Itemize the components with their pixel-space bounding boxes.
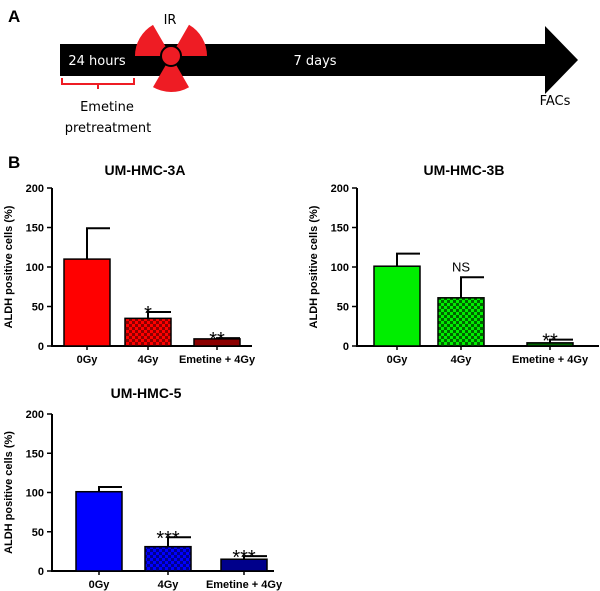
panel-a-letter: A [8, 7, 20, 26]
y-tick-label: 0 [38, 566, 44, 578]
y-tick-label: 150 [331, 223, 349, 235]
y-tick-label: 100 [26, 488, 44, 500]
y-tick-label: 200 [26, 183, 44, 195]
y-tick-label: 150 [26, 223, 44, 235]
y-tick-label: 50 [337, 302, 349, 314]
bar-0gy [75, 490, 123, 572]
y-tick-label: 50 [32, 527, 44, 539]
y-tick-label: 150 [26, 448, 44, 460]
facs-label: FACs [540, 94, 571, 109]
significance-emetine-4gy: *** [232, 547, 256, 569]
bar-4gy [124, 317, 172, 347]
bar-0gy [373, 265, 421, 347]
chart-um-hmc-5: UM-HMC-5 ALDH positive cells (%) 0 50 100 150… [3, 385, 283, 591]
pretreatment-label-line2: pretreatment [65, 121, 152, 136]
significance-emetine-4gy: ** [542, 331, 558, 353]
pretreatment-label-line1: Emetine [80, 100, 134, 115]
x-tick-label-0gy: 0Gy [77, 354, 99, 366]
timeline-arrow [60, 26, 578, 94]
y-tick-label: 100 [26, 262, 44, 274]
bar-4gy [144, 545, 192, 572]
chart-title: UM-HMC-3B [424, 162, 505, 178]
x-tick-label-0gy: 0Gy [387, 354, 409, 366]
y-tick-label: 100 [331, 262, 349, 274]
y-tick-label: 0 [343, 341, 349, 353]
x-tick-label-4gy: 4Gy [158, 579, 180, 591]
chart-um-hmc-3b: UM-HMC-3B ALDH positive cells (%) 0 50 100 15… [308, 162, 599, 366]
x-tick-label-4gy: 4Gy [451, 354, 473, 366]
chart-title: UM-HMC-3A [105, 162, 186, 178]
period-7-days: 7 days [293, 54, 336, 69]
bar-4gy [437, 297, 485, 347]
x-tick-label-4gy: 4Gy [138, 354, 160, 366]
y-tick-label: 50 [32, 302, 44, 314]
x-tick-label-0gy: 0Gy [89, 579, 111, 591]
y-tick-label: 200 [331, 183, 349, 195]
chart-title: UM-HMC-5 [111, 385, 182, 401]
x-tick-label-emetine-4gy: Emetine + 4Gy [179, 354, 256, 366]
period-24-hours: 24 hours [68, 54, 125, 69]
y-axis-label: ALDH positive cells (%) [3, 205, 15, 328]
significance-4gy: NS [452, 259, 470, 274]
radiation-icon [134, 24, 207, 93]
x-tick-label-emetine-4gy: Emetine + 4Gy [206, 579, 283, 591]
y-tick-label: 200 [26, 409, 44, 421]
x-tick-label-emetine-4gy: Emetine + 4Gy [512, 354, 589, 366]
bar-0gy [63, 258, 111, 347]
panel-a: A IR 24 hours 7 days Emetine pretreatmen… [8, 7, 578, 136]
pretreatment-bracket [61, 78, 135, 89]
significance-4gy: *** [156, 528, 180, 550]
y-axis-label: ALDH positive cells (%) [3, 431, 15, 554]
chart-um-hmc-3a: UM-HMC-3A ALDH positive cells (%) 0 50 100 15… [3, 162, 256, 366]
significance-4gy: * [144, 303, 152, 325]
significance-emetine-4gy: ** [209, 329, 225, 351]
panel-b-letter: B [8, 153, 20, 172]
y-tick-label: 0 [38, 341, 44, 353]
ir-label: IR [164, 13, 177, 28]
y-axis-label: ALDH positive cells (%) [308, 205, 320, 328]
